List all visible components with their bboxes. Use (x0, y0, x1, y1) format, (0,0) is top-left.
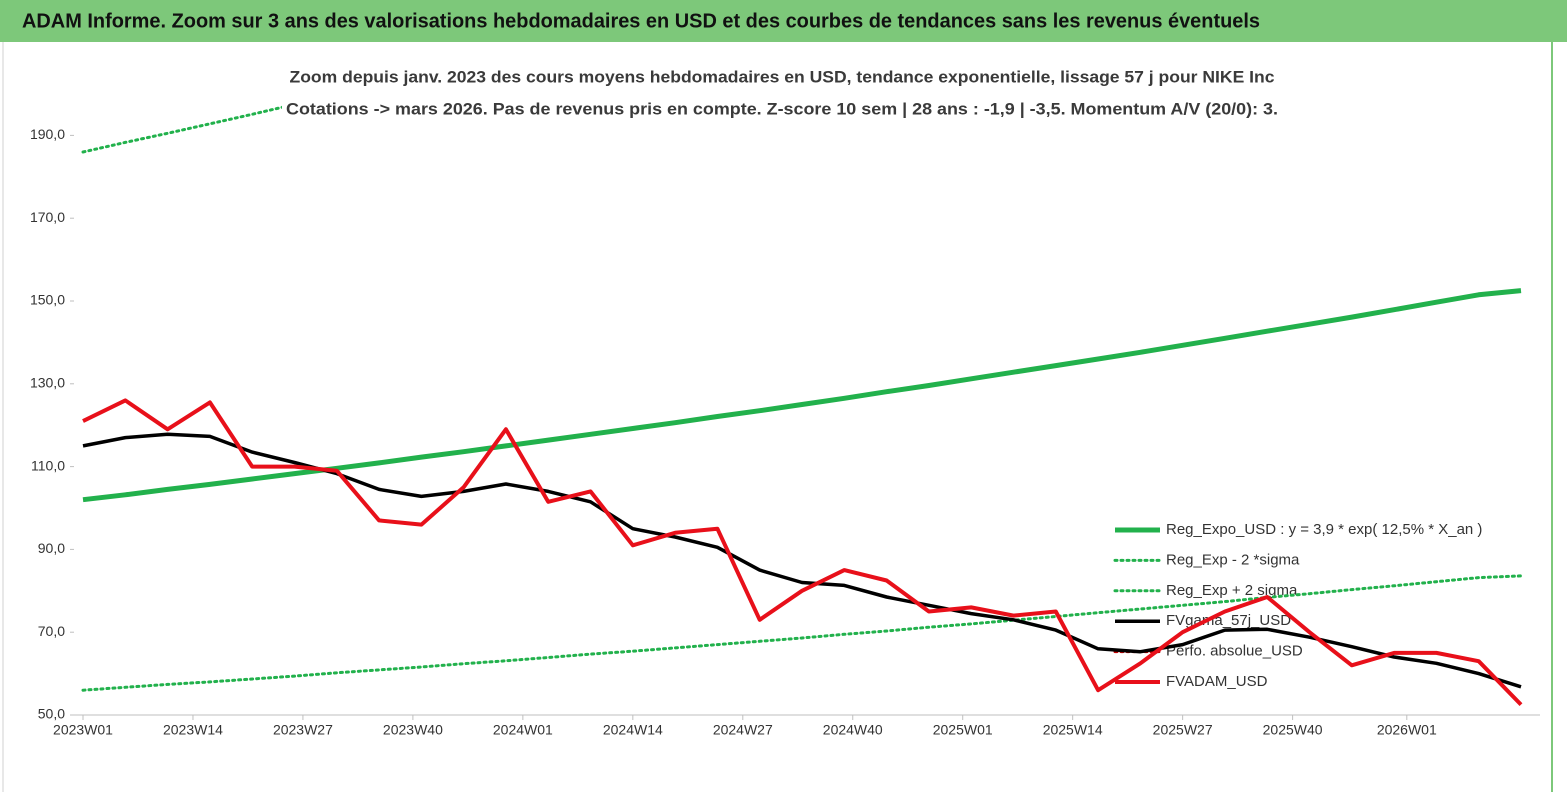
chart-title: Zoom depuis janv. 2023 des cours moyens … (290, 67, 1275, 86)
x-tick-label: 2024W14 (603, 722, 663, 738)
x-tick-label: 2025W14 (1043, 722, 1103, 738)
y-tick-label: 50,0 (38, 706, 65, 722)
legend-label: Reg_Exp - 2 *sigma (1166, 551, 1300, 568)
x-tick-label: 2023W27 (273, 722, 333, 738)
x-tick-label: 2025W01 (933, 722, 993, 738)
y-tick-label: 150,0 (30, 292, 65, 308)
y-tick-label: 170,0 (30, 209, 65, 225)
header-title: ADAM Informe. Zoom sur 3 ans des valoris… (22, 10, 1260, 32)
series-line (82, 398, 1523, 706)
chart-subtitle: Cotations -> mars 2026. Pas de revenus p… (286, 99, 1278, 118)
y-tick-label: 110,0 (31, 457, 65, 473)
legend-label: FVADAM_USD (1166, 673, 1268, 690)
y-tick-label: 130,0 (30, 375, 65, 391)
title-box (282, 62, 1282, 124)
x-tick-label: 2023W40 (383, 722, 443, 738)
x-tick-label: 2024W40 (823, 722, 883, 738)
x-tick-label: 2023W14 (163, 722, 223, 738)
x-tick-label: 2025W27 (1153, 722, 1213, 738)
legend-label: FVgama_57j_USD (1166, 612, 1291, 629)
series-line (81, 574, 1523, 692)
y-tick-label: 70,0 (38, 623, 65, 639)
x-tick-label: 2024W27 (713, 722, 773, 738)
y-tick-label: 90,0 (38, 540, 65, 556)
legend-label: Reg_Exp + 2 sigma (1166, 582, 1298, 599)
legend-label: Reg_Expo_USD : y = 3,9 * exp( 12,5% * X_… (1166, 521, 1482, 538)
y-tick-label: 190,0 (30, 126, 65, 142)
x-tick-label: 2025W40 (1263, 722, 1323, 738)
x-tick-label: 2023W01 (53, 722, 113, 738)
legend-label: Perfo. absolue_USD (1166, 643, 1303, 660)
x-tick-label: 2024W01 (493, 722, 553, 738)
header-band (0, 0, 1567, 42)
x-tick-label: 2026W01 (1377, 722, 1437, 738)
